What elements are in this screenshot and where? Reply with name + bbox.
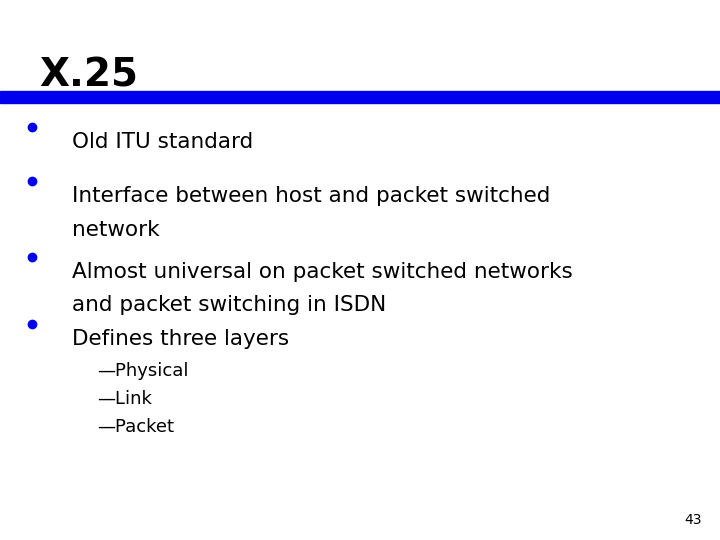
Text: —Packet: —Packet [97,418,174,436]
Text: and packet switching in ISDN: and packet switching in ISDN [72,295,386,315]
Text: network: network [72,220,160,240]
Text: 43: 43 [685,512,702,526]
Text: X.25: X.25 [40,57,138,94]
FancyBboxPatch shape [0,91,720,103]
Text: Interface between host and packet switched: Interface between host and packet switch… [72,186,550,206]
Text: Almost universal on packet switched networks: Almost universal on packet switched netw… [72,262,572,282]
Text: Defines three layers: Defines three layers [72,329,289,349]
Text: —Physical: —Physical [97,362,189,380]
Text: Old ITU standard: Old ITU standard [72,132,253,152]
Text: —Link: —Link [97,390,152,408]
